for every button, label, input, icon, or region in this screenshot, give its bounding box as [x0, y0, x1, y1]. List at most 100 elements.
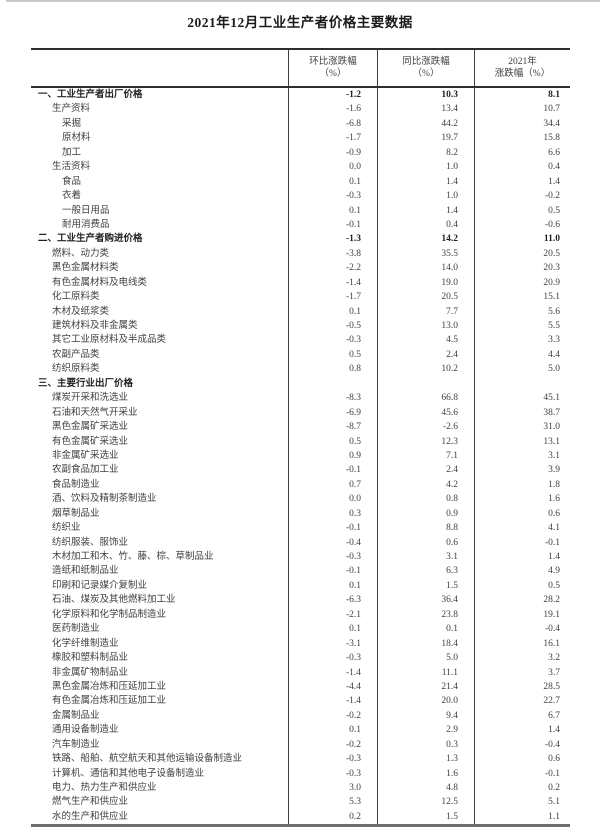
cell-yoy-change: 12.5 — [377, 795, 474, 810]
cell-mom-change: -3.1 — [288, 636, 377, 652]
cell-year-change: -0.1 — [474, 535, 570, 551]
table-row: 一、工业生产者出厂价格 -1.2 10.3 8.1 — [31, 88, 570, 103]
table-header-row: 环比涨跌幅 （%） 同比涨跌幅 （%） 2021年 涨跌幅（%） — [31, 48, 570, 88]
cell-yoy-change: 21.4 — [377, 679, 474, 695]
header-year-change: 2021年 涨跌幅（%） — [474, 50, 570, 86]
cell-year-change — [474, 376, 570, 392]
cell-yoy-change: 13.4 — [377, 102, 474, 117]
cell-year-change: 3.2 — [474, 651, 570, 666]
cell-year-change: 0.2 — [474, 781, 570, 796]
cell-year-change: 13.1 — [474, 434, 570, 449]
cell-mom-change: -4.4 — [288, 679, 377, 695]
cell-mom-change: -1.3 — [288, 232, 377, 247]
cell-year-change: -0.4 — [474, 622, 570, 637]
table-row: 二、工业生产者购进价格 -1.3 14.2 11.0 — [31, 232, 570, 247]
cell-year-change: 0.4 — [474, 160, 570, 175]
cell-year-change: -0.2 — [474, 189, 570, 204]
cell-year-change: 3.9 — [474, 463, 570, 478]
row-label: 非金属矿物制品业 — [52, 667, 129, 678]
cell-mom-change: -0.3 — [288, 752, 377, 767]
cell-year-change: 3.7 — [474, 665, 570, 680]
cell-mom-change: 0.8 — [288, 362, 377, 377]
table-row: 纺织服装、服饰业 -0.4 0.6 -0.1 — [31, 535, 570, 551]
cell-yoy-change: 36.4 — [377, 593, 474, 608]
cell-yoy-change: 1.6 — [377, 766, 474, 782]
table-row: 有色金属冶炼和压延加工业 -1.4 20.0 22.7 — [31, 694, 570, 709]
cell-mom-change: -1.4 — [288, 665, 377, 680]
row-label: 食品制造业 — [52, 479, 100, 490]
cell-year-change: 1.4 — [474, 550, 570, 565]
cell-mom-change — [288, 376, 377, 392]
cell-yoy-change: 18.4 — [377, 636, 474, 652]
cell-yoy-change: 19.7 — [377, 131, 474, 146]
row-label: 农副产品类 — [52, 349, 100, 360]
row-label: 煤炭开采和洗选业 — [52, 393, 129, 404]
cell-year-change: -0.4 — [474, 737, 570, 753]
cell-yoy-change: 14.0 — [377, 261, 474, 276]
table-row: 建筑材料及非金属类 -0.5 13.0 5.5 — [31, 319, 570, 334]
table-row: 有色金属材料及电线类 -1.4 19.0 20.9 — [31, 275, 570, 291]
row-label: 二、工业生产者购进价格 — [38, 234, 143, 245]
cell-yoy-change: 7.7 — [377, 304, 474, 320]
cell-mom-change: -8.7 — [288, 420, 377, 435]
table-row: 水的生产和供应业 0.2 1.5 1.1 — [31, 809, 570, 825]
cell-yoy-change: 0.6 — [377, 535, 474, 551]
cell-mom-change: -0.3 — [288, 550, 377, 565]
row-label: 原材料 — [62, 133, 91, 144]
row-label: 通用设备制造业 — [52, 725, 119, 736]
cell-year-change: -0.6 — [474, 217, 570, 233]
table-row: 农副产品类 0.5 2.4 4.4 — [31, 347, 570, 363]
cell-year-change: 1.4 — [474, 174, 570, 190]
header-yoy-line1: 同比涨跌幅 — [402, 57, 450, 67]
cell-mom-change: -0.4 — [288, 535, 377, 551]
header-empty-cell — [31, 50, 288, 86]
table-row: 造纸和纸制品业 -0.1 6.3 4.9 — [31, 564, 570, 579]
table-row: 电力、热力生产和供应业 3.0 4.8 0.2 — [31, 781, 570, 796]
table-row: 通用设备制造业 0.1 2.9 1.4 — [31, 723, 570, 738]
table-row: 三、主要行业出厂价格 — [31, 376, 570, 392]
cell-year-change: 34.4 — [474, 116, 570, 132]
row-label: 非金属矿采选业 — [52, 450, 119, 461]
cell-yoy-change: 1.4 — [377, 174, 474, 190]
cell-mom-change: 0.2 — [288, 809, 377, 825]
cell-year-change: 38.7 — [474, 405, 570, 421]
table-row: 医药制造业 0.1 0.1 -0.4 — [31, 622, 570, 637]
cell-mom-change: 0.1 — [288, 174, 377, 190]
cell-year-change: 0.5 — [474, 578, 570, 594]
table-row: 纺织业 -0.1 8.8 4.1 — [31, 521, 570, 536]
row-label: 酒、饮料及精制茶制造业 — [52, 494, 157, 505]
cell-year-change: 10.7 — [474, 102, 570, 117]
table-row: 加工 -0.9 8.2 6.6 — [31, 145, 570, 161]
row-label: 化学纤维制造业 — [52, 638, 119, 649]
cell-mom-change: -1.6 — [288, 102, 377, 117]
cell-mom-change: -0.1 — [288, 463, 377, 478]
cell-mom-change: 0.1 — [288, 304, 377, 320]
row-label: 燃料、动力类 — [52, 248, 110, 259]
cell-mom-change: -0.1 — [288, 564, 377, 579]
table-row: 纺织原料类 0.8 10.2 5.0 — [31, 362, 570, 377]
table-row: 石油、煤炭及其他燃料加工业 -6.3 36.4 28.2 — [31, 593, 570, 608]
cell-yoy-change: 10.3 — [377, 88, 474, 103]
row-label: 生活资料 — [52, 162, 91, 173]
cell-mom-change: -0.2 — [288, 708, 377, 724]
cell-mom-change: 0.0 — [288, 160, 377, 175]
table-row: 采掘 -6.8 44.2 34.4 — [31, 116, 570, 132]
row-label: 汽车制造业 — [52, 739, 100, 750]
cell-mom-change: 0.3 — [288, 506, 377, 522]
row-label: 燃气生产和供应业 — [52, 797, 129, 808]
cell-year-change: 3.1 — [474, 448, 570, 464]
cell-yoy-change: 1.5 — [377, 809, 474, 825]
cell-mom-change: 0.9 — [288, 448, 377, 464]
row-label: 纺织原料类 — [52, 364, 100, 375]
cell-mom-change: -6.3 — [288, 593, 377, 608]
table-row: 木材加工和木、竹、藤、棕、草制品业 -0.3 3.1 1.4 — [31, 550, 570, 565]
cell-yoy-change: 9.4 — [377, 708, 474, 724]
cell-year-change: 1.4 — [474, 723, 570, 738]
page-title: 2021年12月工业生产者价格主要数据 — [187, 15, 413, 30]
cell-mom-change: 0.1 — [288, 578, 377, 594]
row-label: 化工原料类 — [52, 292, 100, 303]
cell-year-change: 28.5 — [474, 679, 570, 695]
cell-yoy-change: 5.0 — [377, 651, 474, 666]
cell-year-change: 0.5 — [474, 203, 570, 218]
cell-mom-change: -8.3 — [288, 391, 377, 406]
